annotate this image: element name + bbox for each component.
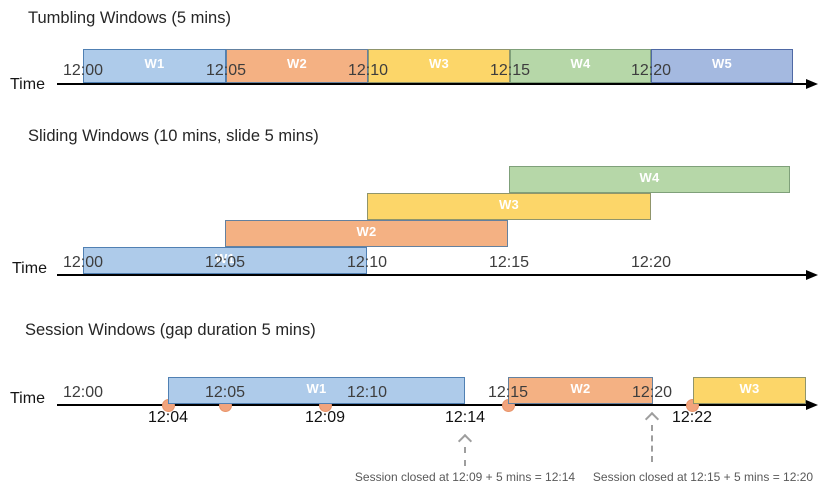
window-label: W4 <box>570 56 591 71</box>
window-label: W4 <box>639 169 660 185</box>
time-axis-label: Time <box>10 390 45 407</box>
window-label: W1 <box>306 380 327 396</box>
event-time-label: 12:14 <box>444 409 486 426</box>
session-close-arrow-icon <box>457 433 472 466</box>
tick-label: 12:05 <box>204 254 246 271</box>
event-time-label: 12:09 <box>304 409 346 426</box>
window-label: W1 <box>144 56 165 71</box>
title-tumbling-windows: Tumbling Windows (5 mins) <box>28 9 231 27</box>
tick-label: 12:20 <box>630 254 672 271</box>
tick-label: 12:05 <box>204 384 246 401</box>
axis-arrowhead-icon <box>806 270 818 280</box>
tick-label: 12:00 <box>62 384 104 401</box>
tick-label: 12:00 <box>62 62 104 79</box>
tick-label: 12:05 <box>205 62 247 79</box>
session-closed-annotation: Session closed at 12:15 + 5 mins = 12:20 <box>592 470 814 484</box>
session-close-arrow-icon <box>644 411 659 462</box>
tick-label: 12:15 <box>489 62 531 79</box>
session-closed-annotation: Session closed at 12:09 + 5 mins = 12:14 <box>354 470 576 484</box>
time-axis-line <box>57 274 810 276</box>
up-arrowhead-icon <box>457 433 472 449</box>
time-axis-line <box>57 404 810 406</box>
up-arrowhead-icon <box>644 411 659 427</box>
title-session-windows: Session Windows (gap duration 5 mins) <box>25 321 316 339</box>
time-axis-line <box>57 83 810 85</box>
window-w1: W1 <box>168 377 465 404</box>
window-w2: W2 <box>225 220 508 247</box>
window-w5: W5 <box>651 49 793 83</box>
window-w1: W1 <box>83 247 367 274</box>
window-w3: W3 <box>693 377 806 404</box>
window-label: W2 <box>286 56 308 71</box>
dashed-line <box>650 425 653 462</box>
window-label: W2 <box>570 380 591 396</box>
window-label: W3 <box>498 196 520 212</box>
window-label: W3 <box>428 56 450 71</box>
window-w4: W4 <box>509 166 790 193</box>
time-axis-label: Time <box>12 260 47 277</box>
dashed-line <box>463 447 466 466</box>
axis-arrowhead-icon <box>806 400 818 410</box>
window-w2: W2 <box>508 377 653 404</box>
window-label: W2 <box>356 223 377 239</box>
tick-label: 12:10 <box>347 62 389 79</box>
window-label: W3 <box>739 380 760 396</box>
event-time-label: 12:04 <box>147 409 189 426</box>
window-w3: W3 <box>367 193 651 220</box>
window-label: W5 <box>711 56 733 71</box>
tick-label: 12:20 <box>631 384 673 401</box>
axis-arrowhead-icon <box>806 79 818 89</box>
tick-label: 12:15 <box>487 384 529 401</box>
time-axis-label: Time <box>10 76 45 93</box>
title-sliding-windows: Sliding Windows (10 mins, slide 5 mins) <box>28 127 319 145</box>
event-time-label: 12:22 <box>671 409 713 426</box>
tick-label: 12:00 <box>62 254 104 271</box>
tick-label: 12:10 <box>346 384 388 401</box>
window-w2: W2 <box>226 49 368 83</box>
window-label: W1 <box>214 250 236 266</box>
window-w1: W1 <box>83 49 226 83</box>
tick-label: 12:15 <box>488 254 530 271</box>
window-w3: W3 <box>368 49 510 83</box>
tick-label: 12:20 <box>630 62 672 79</box>
window-w4: W4 <box>510 49 651 83</box>
tick-label: 12:10 <box>346 254 388 271</box>
